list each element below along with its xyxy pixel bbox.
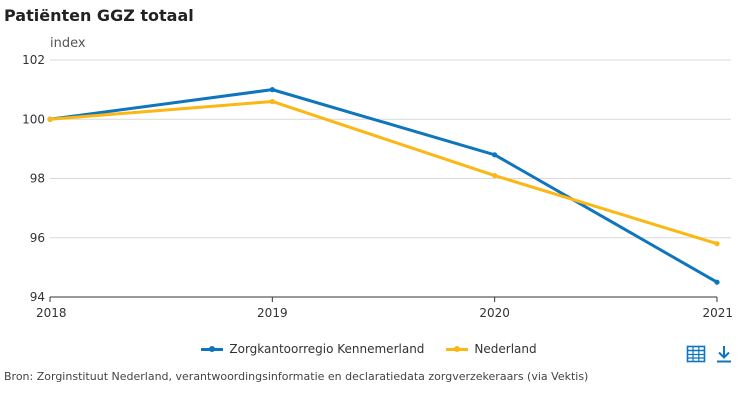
data-point-0-2020 (492, 152, 498, 158)
source-note: Bron: Zorginstituut Nederland, verantwoo… (4, 370, 589, 383)
x-tick-label-2018: 2018 (36, 306, 67, 320)
x-tick-label-2020: 2020 (479, 306, 510, 320)
download-icon[interactable] (714, 344, 734, 364)
chart-title: Patiënten GGZ totaal (4, 6, 194, 25)
legend-item-nederland[interactable]: Nederland (446, 342, 537, 356)
y-tick-label-98: 98 (30, 172, 45, 186)
legend-swatch-nederland (446, 345, 469, 352)
data-point-1-2018 (47, 116, 53, 122)
y-tick-label-100: 100 (22, 112, 45, 126)
series-line-0 (48, 88, 719, 284)
y-tick-label-102: 102 (22, 53, 45, 67)
data-point-1-2020 (492, 172, 498, 179)
chart-actions (686, 344, 734, 364)
y-tick-label-94: 94 (30, 290, 45, 304)
data-point-0-2019 (269, 87, 275, 93)
legend-item-kennemerland[interactable]: Zorgkantoorregio Kennemerland (201, 342, 424, 356)
data-point-1-2019 (269, 98, 275, 105)
legend-label-kennemerland: Zorgkantoorregio Kennemerland (229, 342, 425, 356)
x-tick-label-2019: 2019 (257, 306, 288, 320)
series-line-1 (48, 99, 719, 246)
data-point-1-2021 (714, 241, 720, 247)
legend-label-nederland: Nederland (474, 342, 537, 356)
x-tick-label-2021: 2021 (702, 306, 733, 320)
legend-swatch-kennemerland (201, 345, 224, 352)
y-tick-label-96: 96 (30, 231, 45, 245)
legend: Zorgkantoorregio Kennemerland Nederland (0, 342, 738, 356)
data-point-0-2021 (714, 279, 720, 285)
table-icon[interactable] (686, 344, 706, 364)
y-axis-label: index (50, 36, 86, 51)
line-chart: 94 96 98 100 102 2018 2019 2020 2021 (22, 53, 733, 320)
